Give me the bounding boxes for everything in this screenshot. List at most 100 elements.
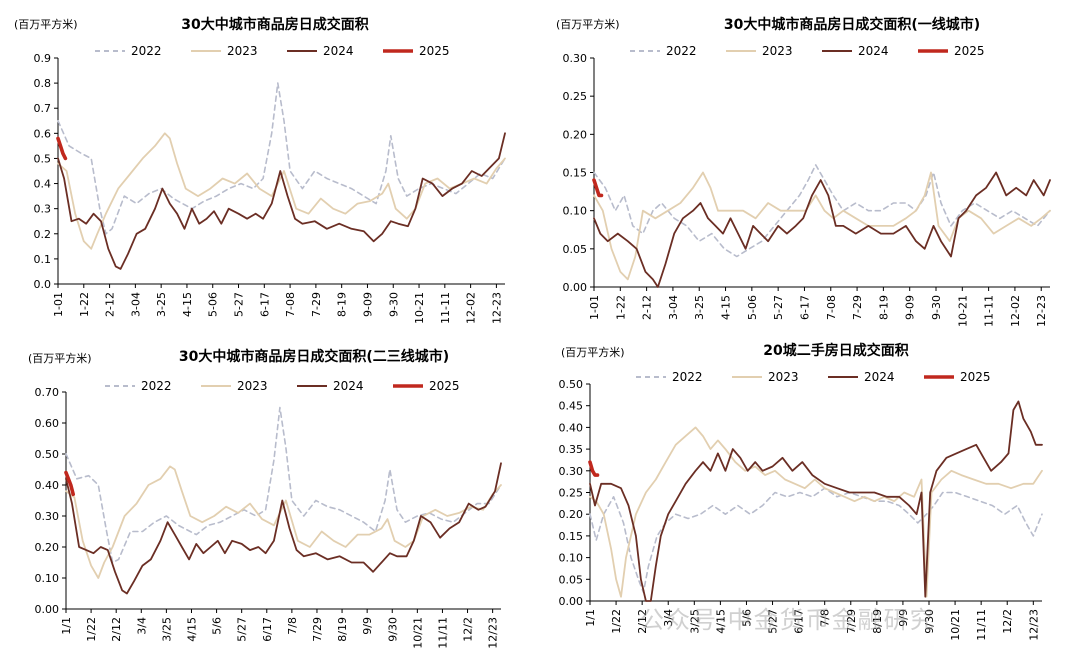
series-line-2025 (64, 470, 75, 497)
legend-label-2022: 2022 (672, 370, 703, 384)
legend-label-2023: 2023 (227, 44, 258, 58)
y-tick-label: 0.50 (559, 378, 584, 391)
chart-panel-3: 30大中城市商品房日成交面积(二三线城市) (百万平方米) 0.00 0.10 0.20… (28, 348, 502, 649)
x-tick-label: 11/11 (436, 617, 449, 649)
series-line-2025 (592, 178, 604, 198)
series-line-2025 (588, 460, 600, 477)
x-tick-label: 11-11 (439, 292, 452, 324)
y-tick-label: 0.25 (563, 90, 588, 103)
x-tick-label: 7-29 (851, 295, 864, 320)
x-tick-label: 4-15 (181, 292, 194, 317)
x-tick-label: 2/12 (636, 609, 649, 634)
chart-panel-2: 30大中城市商品房日成交面积(一线城市) (百万平方米) 0.00 0.05 0.10 0… (556, 16, 1051, 327)
y-tick-label: 0.40 (35, 479, 60, 492)
x-tick-label: 3/25 (160, 617, 173, 642)
y-unit-label: (百万平方米) (28, 351, 92, 365)
x-tick-label: 12/23 (487, 617, 500, 649)
x-tick-label: 5/6 (211, 617, 224, 635)
legend-label-2024: 2024 (323, 44, 354, 58)
legend-label-2025: 2025 (960, 370, 991, 384)
y-tick-label: 0.40 (559, 421, 584, 434)
legend-label-2023: 2023 (237, 379, 268, 393)
series-line-2022 (593, 164, 1051, 258)
y-tick-label: 0.70 (35, 386, 60, 399)
y-tick-label: 0.10 (559, 552, 584, 565)
x-tick-label: 8-19 (336, 292, 349, 317)
series-line-2023 (593, 171, 1051, 281)
x-tick-label: 4/15 (714, 609, 727, 634)
legend-label-2025: 2025 (419, 44, 450, 58)
y-tick-label: 0.1 (34, 253, 52, 266)
y-tick-label: 0.05 (563, 243, 588, 256)
y-tick-label: 0.00 (35, 603, 60, 616)
x-tick-label: 7-08 (284, 292, 297, 317)
y-tick-label: 0.7 (34, 102, 52, 115)
y-tick-label: 0.0 (34, 278, 52, 291)
x-tick-label: 3/25 (688, 609, 701, 634)
y-tick-label: 0.30 (559, 465, 584, 478)
x-tick-label: 3-04 (667, 295, 680, 320)
x-tick-label: 10-21 (413, 292, 426, 324)
legend-label-2023: 2023 (762, 44, 793, 58)
x-tick-label: 1/1 (584, 609, 597, 627)
x-tick-label: 12/23 (1027, 609, 1040, 641)
x-tick-label: 1-22 (78, 292, 91, 317)
y-tick-label: 0.8 (34, 77, 52, 90)
y-tick-label: 0.45 (559, 400, 584, 413)
legend-label-2022: 2022 (131, 44, 162, 58)
y-unit-label: (百万平方米) (556, 17, 620, 31)
x-tick-label: 7/8 (819, 609, 832, 627)
x-tick-label: 4/15 (185, 617, 198, 642)
x-tick-label: 5-06 (746, 295, 759, 320)
series-line-2023 (65, 465, 502, 579)
x-tick-label: 3-04 (129, 292, 142, 317)
legend-label-2024: 2024 (333, 379, 364, 393)
x-tick-label: 1-01 (588, 295, 601, 320)
x-tick-label: 9/30 (386, 617, 399, 642)
x-tick-label: 8/19 (336, 617, 349, 642)
x-tick-label: 5/27 (767, 609, 780, 634)
series-line-2024 (589, 400, 1043, 602)
legend-label-2022: 2022 (141, 379, 172, 393)
x-tick-label: 3-25 (693, 295, 706, 320)
x-tick-label: 9/30 (923, 609, 936, 634)
x-tick-label: 6/17 (793, 609, 806, 634)
chart-title: 20城二手房日成交面积 (763, 342, 908, 359)
x-tick-label: 3/4 (662, 609, 675, 627)
y-tick-label: 0.00 (563, 281, 588, 294)
x-tick-label: 7/29 (311, 617, 324, 642)
x-tick-label: 11-11 (983, 295, 996, 327)
chart-title: 30大中城市商品房日成交面积(二三线城市) (179, 348, 449, 365)
x-tick-label: 1-22 (614, 295, 627, 320)
x-tick-label: 1/22 (610, 609, 623, 634)
series-line-2023 (57, 132, 506, 250)
x-tick-label: 10/21 (949, 609, 962, 641)
x-tick-label: 3/4 (135, 617, 148, 635)
y-tick-label: 0.9 (34, 52, 52, 65)
x-tick-label: 9-30 (930, 295, 943, 320)
chart-title: 30大中城市商品房日成交面积 (181, 16, 368, 33)
y-tick-label: 0.35 (559, 443, 584, 456)
x-tick-label: 12-02 (465, 292, 478, 324)
series-line-2024 (593, 171, 1051, 288)
y-tick-label: 0.10 (563, 205, 588, 218)
x-tick-label: 2-12 (641, 295, 654, 320)
y-tick-label: 0.30 (563, 52, 588, 65)
x-tick-label: 9/9 (897, 609, 910, 627)
y-unit-label: (百万平方米) (14, 17, 78, 31)
x-tick-label: 12-23 (1035, 295, 1048, 327)
x-tick-label: 5-27 (772, 295, 785, 320)
y-tick-label: 0.2 (34, 228, 52, 241)
y-tick-label: 0.3 (34, 203, 52, 216)
x-tick-label: 7/8 (286, 617, 299, 635)
legend-label-2023: 2023 (768, 370, 799, 384)
series-line-2022 (589, 487, 1043, 594)
x-tick-label: 8-19 (877, 295, 890, 320)
legend-label-2024: 2024 (864, 370, 895, 384)
x-tick-label: 12-23 (490, 292, 503, 324)
x-tick-label: 6/17 (261, 617, 274, 642)
y-tick-label: 0.50 (35, 448, 60, 461)
series-line-2024 (57, 132, 506, 270)
y-tick-label: 0.30 (35, 510, 60, 523)
